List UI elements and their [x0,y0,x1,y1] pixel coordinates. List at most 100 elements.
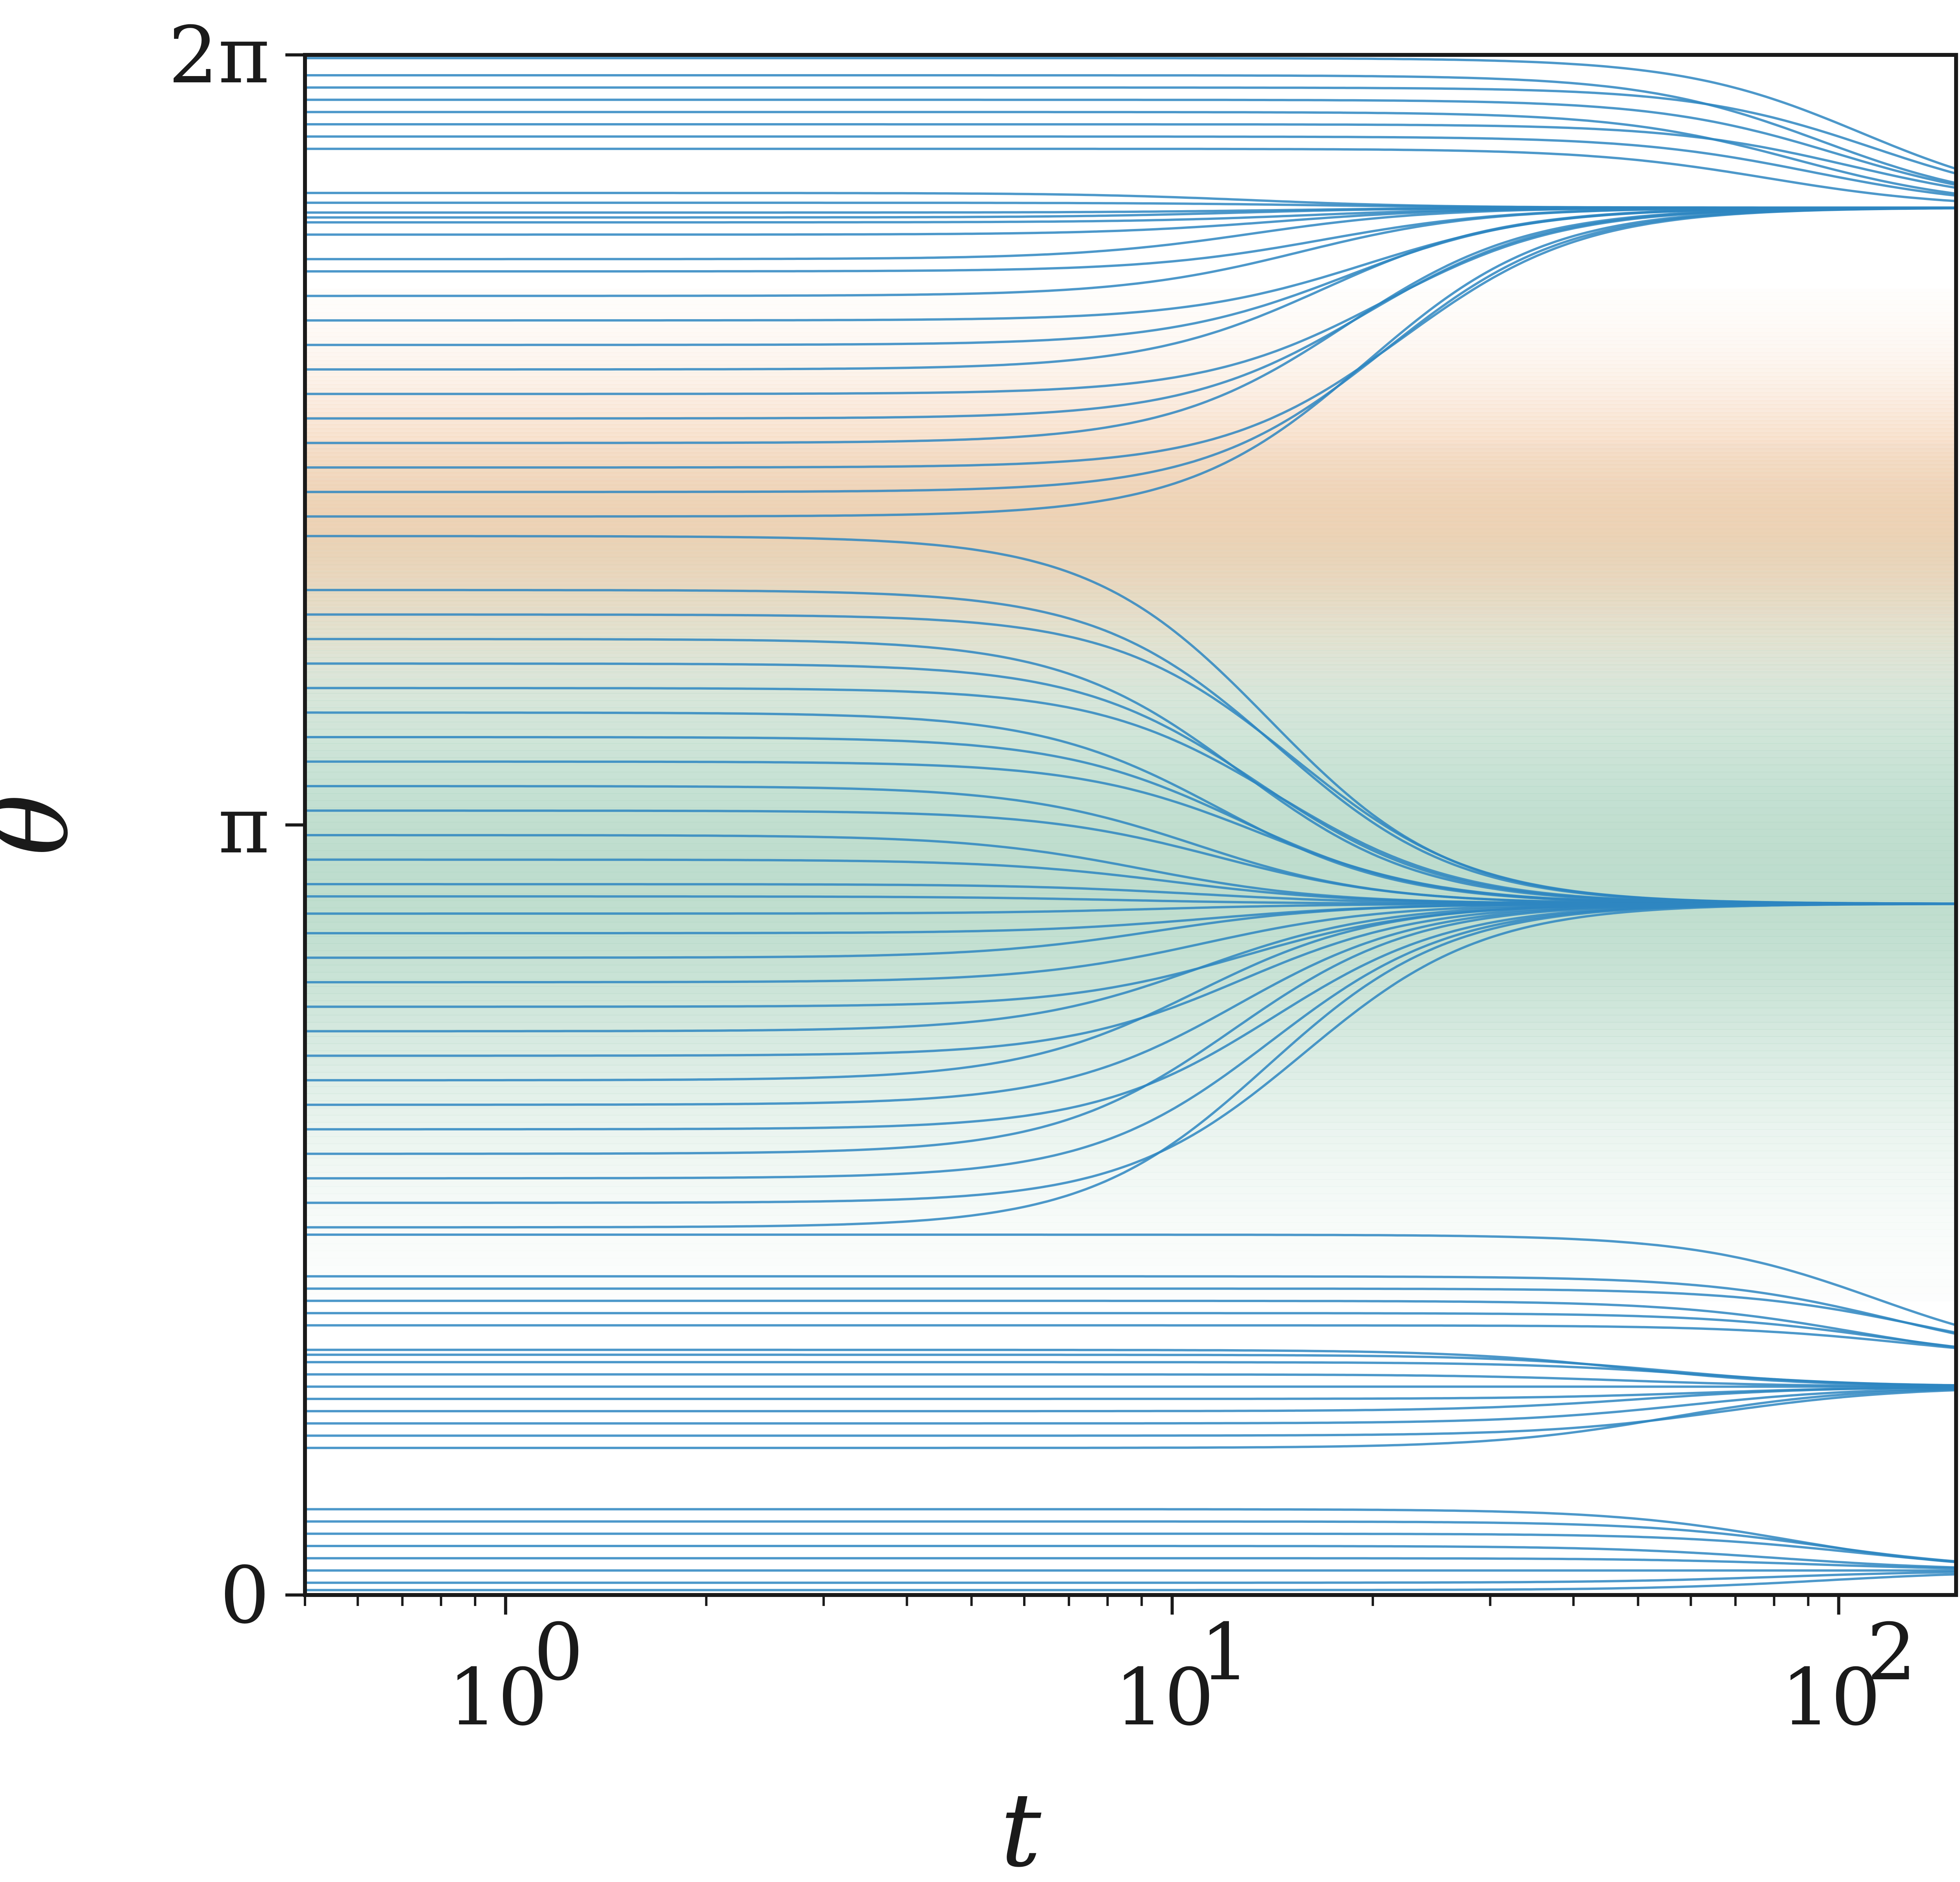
band-strip-0 [305,625,1956,629]
trajectory-line [305,1353,1956,1387]
trajectory-line [305,1389,1956,1437]
band-strip-0 [305,296,1956,301]
band-strip-1 [305,850,1956,858]
trajectory-line [305,207,1956,469]
band-strip-0 [305,384,1956,389]
band-strip-1 [305,922,1956,930]
trajectory-line [305,1508,1956,1564]
band-strip-0 [305,512,1956,517]
y-axis-label: θ [0,794,91,856]
band-strip-1 [305,1079,1956,1087]
trajectory-line [305,207,1956,322]
band-strip-0 [305,681,1956,685]
band-strip-1 [305,493,1956,501]
band-strip-0 [305,340,1956,345]
trajectory-line [305,192,1956,209]
band-strip-1 [305,915,1956,923]
band-strip-1 [305,593,1956,601]
band-strip-0 [305,372,1956,377]
y-tick-label: π [218,780,270,871]
x-axis-label: t [1000,1771,1042,1882]
band-strip-0 [305,685,1956,689]
trajectory-line [305,1573,1956,1591]
band-strip-1 [305,936,1956,944]
band-strip-1 [305,1208,1956,1216]
band-strip-0 [305,505,1956,509]
band-strip-1 [305,621,1956,629]
band-strip-0 [305,304,1956,309]
band-strip-0 [305,605,1956,609]
trajectory-line [305,1388,1956,1449]
trajectory-line [305,613,1956,905]
band-strip-0 [305,436,1956,441]
band-strip-0 [305,445,1956,449]
band-strip-0 [305,525,1956,529]
band-strip-1 [305,543,1956,551]
band-strip-0 [305,460,1956,465]
band-strip-0 [305,577,1956,581]
band-strip-0 [305,409,1956,413]
band-strip-0 [305,369,1956,373]
band-strip-0 [305,641,1956,645]
band-strip-1 [305,1008,1956,1015]
band-strip-1 [305,693,1956,701]
band-strip-0 [305,665,1956,669]
band-strip-1 [305,1043,1956,1051]
band-strip-0 [305,489,1956,493]
trajectory-line [305,98,1956,186]
band-strip-1 [305,1143,1956,1151]
band-strip-1 [305,521,1956,529]
band-strip-0 [305,657,1956,661]
band-strip-1 [305,1136,1956,1144]
trajectory-line [305,1386,1956,1400]
band-strip-1 [305,1215,1956,1223]
band-strip-0 [305,481,1956,485]
trajectory-line [305,57,1956,170]
band-strip-0 [305,677,1956,681]
band-strip-1 [305,1115,1956,1123]
band-strip-0 [305,432,1956,437]
band-strip-1 [305,500,1956,508]
band-strip-0 [305,521,1956,525]
band-strip-1 [305,957,1956,965]
band-strip-0 [305,405,1956,409]
band-strip-1 [305,700,1956,708]
band-strip-1 [305,800,1956,808]
trajectory-line [305,1387,1956,1425]
trajectory-line [305,1532,1956,1563]
band-strip-1 [305,814,1956,823]
band-strip-1 [305,1065,1956,1073]
band-strip-1 [305,822,1956,830]
trajectory-line [305,1275,1956,1335]
band-strip-1 [305,629,1956,637]
band-strip-1 [305,836,1956,844]
band-strip-0 [305,609,1956,613]
band-strip-0 [305,320,1956,325]
band-strip-0 [305,349,1956,353]
trajectory-line [305,1386,1956,1413]
band-strip-1 [305,1179,1956,1187]
band-strip-0 [305,633,1956,638]
band-strip-1 [305,1243,1956,1252]
band-strip-1 [305,665,1956,672]
band-strip-0 [305,465,1956,469]
trajectory-line [305,1557,1956,1570]
band-strip-0 [305,429,1956,433]
trajectory-line [305,111,1956,195]
band-strip-0 [305,621,1956,625]
trajectory-line [305,903,1956,1204]
band-strip-0 [305,509,1956,513]
band-strip-0 [305,292,1956,297]
band-strip-0 [305,536,1956,541]
trajectory-line [305,86,1956,175]
band-strip-1 [305,1265,1956,1273]
band-strip-0 [305,356,1956,361]
band-strip-1 [305,1015,1956,1023]
band-strip-0 [305,449,1956,453]
band-strip-1 [305,972,1956,980]
band-strip-1 [305,721,1956,730]
band-strip-0 [305,316,1956,321]
trajectory-line [305,135,1956,197]
